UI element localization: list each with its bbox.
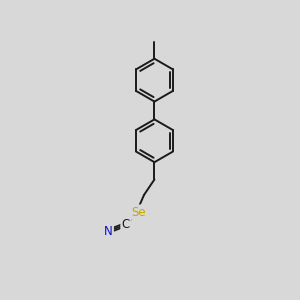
- Text: Se: Se: [131, 206, 146, 219]
- Text: N: N: [104, 225, 113, 238]
- Text: C: C: [122, 218, 130, 231]
